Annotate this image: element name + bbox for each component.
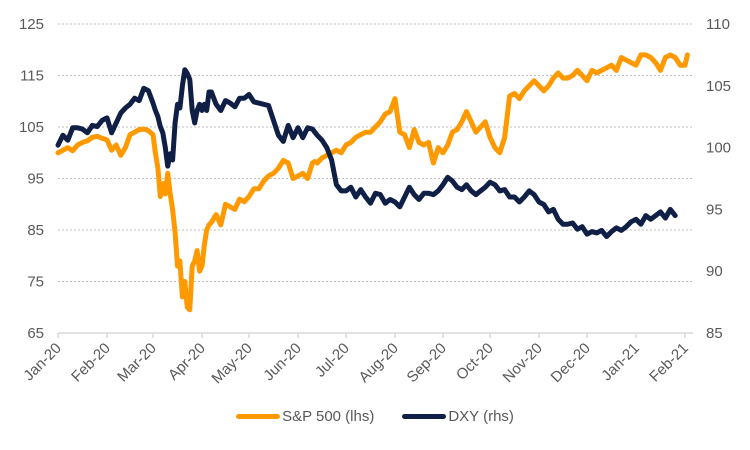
legend-item-sp500: S&P 500 (lhs) bbox=[236, 408, 374, 425]
legend-label-sp500: S&P 500 (lhs) bbox=[282, 408, 375, 425]
x-tick-label: Feb-20 bbox=[68, 340, 114, 386]
x-tick-label: Dec-20 bbox=[548, 340, 594, 386]
legend-item-dxy: DXY (rhs) bbox=[402, 408, 514, 425]
x-tick-label: Jun-20 bbox=[260, 340, 304, 384]
x-tick-label: Jan-20 bbox=[20, 340, 64, 384]
x-tick-label: Nov-20 bbox=[500, 340, 546, 386]
series-layer bbox=[55, 52, 690, 313]
series-line-dxy bbox=[55, 67, 678, 240]
x-tick-label: Jul-20 bbox=[312, 340, 353, 381]
y-left-tick-label: 65 bbox=[27, 325, 44, 342]
x-tick-label: Feb-21 bbox=[646, 340, 692, 386]
gridlines bbox=[58, 23, 693, 282]
legend-label-dxy: DXY (rhs) bbox=[448, 408, 514, 425]
x-tick-label: Oct-20 bbox=[453, 340, 497, 384]
y-right-tick-label: 105 bbox=[706, 78, 731, 95]
x-tick-label: Aug-20 bbox=[356, 340, 402, 386]
y-right-tick-label: 95 bbox=[706, 201, 723, 218]
y-left-tick-label: 115 bbox=[20, 68, 44, 85]
y-left-tick-label: 105 bbox=[19, 119, 44, 136]
y-left-tick-label: 85 bbox=[27, 222, 44, 239]
x-tick-label: May-20 bbox=[208, 340, 255, 387]
x-axis-labels: Jan-20 Feb-20 Mar-20 Apr-20 May-20 Jun-20 Jul-… bbox=[20, 340, 691, 387]
y-right-tick-label: 110 bbox=[706, 16, 730, 33]
x-tick-label: Jan-21 bbox=[598, 340, 642, 384]
x-tick-label: Mar-20 bbox=[114, 340, 160, 386]
legend-swatch-sp500 bbox=[236, 414, 281, 419]
legend: S&P 500 (lhs) DXY (rhs) bbox=[0, 408, 750, 425]
y-right-tick-label: 90 bbox=[706, 263, 723, 280]
y-right-tick-label: 100 bbox=[706, 140, 731, 157]
y-left-tick-label: 95 bbox=[27, 171, 44, 188]
y-axis-right: 85 90 95 100 105 110 bbox=[706, 16, 731, 342]
x-tick-label: Apr-20 bbox=[165, 340, 209, 384]
x-axis bbox=[57, 332, 693, 338]
x-tick-label: Sep-20 bbox=[404, 340, 450, 386]
y-left-tick-label: 125 bbox=[19, 16, 44, 33]
y-right-tick-label: 85 bbox=[706, 325, 723, 342]
y-axis-left: 65 75 85 95 105 115 125 bbox=[19, 16, 44, 342]
legend-swatch-dxy bbox=[402, 414, 447, 419]
y-left-tick-label: 75 bbox=[27, 274, 44, 291]
series-line-sp500 bbox=[55, 52, 690, 313]
line-chart: 65 75 85 95 105 115 125 85 90 95 100 105 110 Jan-20… bbox=[19, 16, 731, 387]
